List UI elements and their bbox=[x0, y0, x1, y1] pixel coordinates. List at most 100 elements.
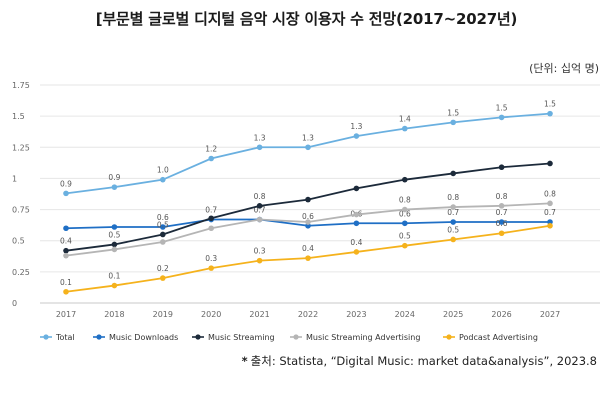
data-point-music-streaming-advertising bbox=[256, 216, 263, 223]
data-label-total: 0.9 bbox=[108, 173, 120, 182]
data-point-music-streaming bbox=[208, 215, 214, 222]
source-text: 출처: Statista, “Digital Music: market dat… bbox=[250, 354, 597, 368]
data-point-music-streaming bbox=[63, 247, 69, 254]
data-point-podcast-advertising bbox=[208, 265, 214, 271]
data-label-total: 1.3 bbox=[302, 133, 314, 142]
data-label-music-streaming: 0.5 bbox=[108, 230, 120, 239]
data-point-music-streaming-advertising bbox=[498, 203, 505, 209]
data-label-podcast-advertising: 0.4 bbox=[302, 244, 314, 253]
source-bullet: * bbox=[241, 354, 248, 368]
data-point-music-streaming bbox=[160, 231, 166, 238]
data-point-music-downloads bbox=[498, 219, 505, 225]
data-point-total bbox=[353, 133, 360, 139]
data-point-podcast-advertising bbox=[160, 275, 166, 281]
data-label-total: 1.5 bbox=[496, 103, 508, 112]
data-point-music-downloads bbox=[63, 225, 69, 232]
data-point-podcast-advertising bbox=[63, 288, 69, 295]
data-point-music-downloads bbox=[111, 224, 118, 230]
data-label-podcast-advertising: 0.1 bbox=[108, 272, 120, 281]
x-tick-label: 2027 bbox=[540, 310, 560, 319]
x-tick-label: 2023 bbox=[346, 310, 366, 319]
data-label-total: 1.3 bbox=[350, 122, 362, 131]
x-tick-label: 2020 bbox=[201, 310, 221, 319]
legend-marker-podcast-advertising bbox=[446, 334, 452, 340]
data-label-total: 1.0 bbox=[157, 166, 169, 175]
x-tick-label: 2021 bbox=[249, 310, 269, 319]
legend-label-music-streaming: Music Streaming bbox=[208, 333, 275, 342]
data-label-music-downloads: 0.7 bbox=[205, 206, 217, 215]
y-tick-label: 0.5 bbox=[12, 237, 25, 246]
data-label-music-downloads: 0.7 bbox=[544, 208, 556, 217]
data-point-music-streaming bbox=[547, 160, 553, 167]
x-tick-label: 2018 bbox=[104, 310, 124, 319]
data-label-podcast-advertising: 0.5 bbox=[399, 232, 411, 241]
data-point-podcast-advertising bbox=[353, 249, 360, 255]
x-tick-label: 2025 bbox=[443, 310, 463, 319]
data-label-music-streaming-advertising: 0.8 bbox=[496, 192, 508, 201]
y-tick-label: 0.75 bbox=[12, 206, 30, 215]
data-label-total: 1.2 bbox=[205, 144, 217, 153]
data-label-podcast-advertising: 0.1 bbox=[60, 278, 72, 287]
data-point-podcast-advertising bbox=[111, 282, 118, 289]
data-point-podcast-advertising bbox=[547, 222, 553, 229]
data-label-total: 1.5 bbox=[447, 108, 459, 117]
x-tick-label: 2022 bbox=[298, 310, 318, 319]
data-point-total bbox=[305, 144, 311, 151]
data-label-podcast-advertising: 0.6 bbox=[496, 219, 508, 228]
data-label-music-downloads: 0.7 bbox=[447, 208, 459, 217]
data-point-podcast-advertising bbox=[402, 242, 408, 249]
data-label-music-downloads: 0.6 bbox=[302, 212, 314, 221]
data-point-music-streaming bbox=[305, 196, 311, 203]
data-point-total bbox=[208, 155, 214, 162]
data-label-music-streaming-advertising: 0.8 bbox=[399, 196, 411, 205]
data-point-music-streaming-advertising bbox=[208, 225, 214, 232]
data-point-music-downloads bbox=[402, 220, 408, 227]
data-point-total bbox=[402, 125, 408, 132]
data-label-total: 1.3 bbox=[254, 133, 266, 142]
data-point-music-streaming-advertising bbox=[63, 252, 69, 259]
data-point-music-streaming-advertising bbox=[111, 246, 118, 253]
data-point-podcast-advertising bbox=[450, 236, 457, 243]
data-label-music-streaming: 0.8 bbox=[254, 192, 266, 201]
data-point-music-downloads bbox=[160, 224, 166, 230]
y-tick-label: 1.25 bbox=[12, 143, 30, 152]
x-tick-label: 2026 bbox=[491, 310, 511, 319]
data-label-music-streaming: 0.5 bbox=[157, 220, 169, 229]
data-label-music-downloads: 0.7 bbox=[254, 206, 266, 215]
x-tick-label: 2024 bbox=[395, 310, 415, 319]
y-tick-label: 0.25 bbox=[12, 268, 30, 277]
data-point-total bbox=[547, 110, 553, 117]
legend-marker-total bbox=[43, 334, 49, 340]
y-tick-label: 0 bbox=[12, 299, 17, 308]
y-tick-label: 1.5 bbox=[12, 112, 25, 121]
data-point-podcast-advertising bbox=[498, 230, 505, 237]
data-point-podcast-advertising bbox=[256, 257, 263, 264]
data-label-podcast-advertising: 0.2 bbox=[157, 264, 169, 273]
chart-title: [부문별 글로벌 디지털 음악 시장 이용자 수 전망(2017~2027년) bbox=[95, 10, 518, 28]
data-label-music-streaming: 0.4 bbox=[60, 237, 72, 246]
data-label-podcast-advertising: 0.3 bbox=[205, 254, 217, 263]
x-tick-label: 2019 bbox=[153, 310, 173, 319]
legend-label-music-downloads: Music Downloads bbox=[109, 333, 178, 342]
data-point-music-downloads bbox=[450, 219, 457, 225]
data-point-music-streaming-advertising bbox=[547, 200, 553, 207]
data-point-music-streaming bbox=[353, 185, 360, 192]
data-point-music-streaming bbox=[111, 241, 118, 248]
data-point-total bbox=[111, 184, 118, 190]
data-label-podcast-advertising: 0.4 bbox=[350, 238, 362, 247]
x-tick-label: 2017 bbox=[56, 310, 76, 319]
source-note: * 출처: Statista, “Digital Music: market da… bbox=[242, 353, 597, 369]
data-label-music-downloads: 0.6 bbox=[157, 213, 169, 222]
data-label-podcast-advertising: 0.5 bbox=[447, 225, 459, 234]
data-point-music-streaming-advertising bbox=[305, 219, 311, 225]
legend-marker-music-downloads bbox=[96, 334, 102, 340]
data-point-music-streaming bbox=[450, 170, 457, 177]
data-point-music-streaming-advertising bbox=[160, 239, 166, 245]
data-label-music-streaming-advertising: 0.8 bbox=[447, 193, 459, 202]
data-label-podcast-advertising: 0.3 bbox=[254, 247, 266, 256]
data-point-music-streaming-advertising bbox=[402, 206, 408, 213]
data-label-music-downloads: 0.7 bbox=[496, 208, 508, 217]
y-tick-label: 1.75 bbox=[12, 81, 30, 90]
data-point-total bbox=[450, 119, 457, 126]
data-point-music-downloads bbox=[353, 220, 360, 227]
